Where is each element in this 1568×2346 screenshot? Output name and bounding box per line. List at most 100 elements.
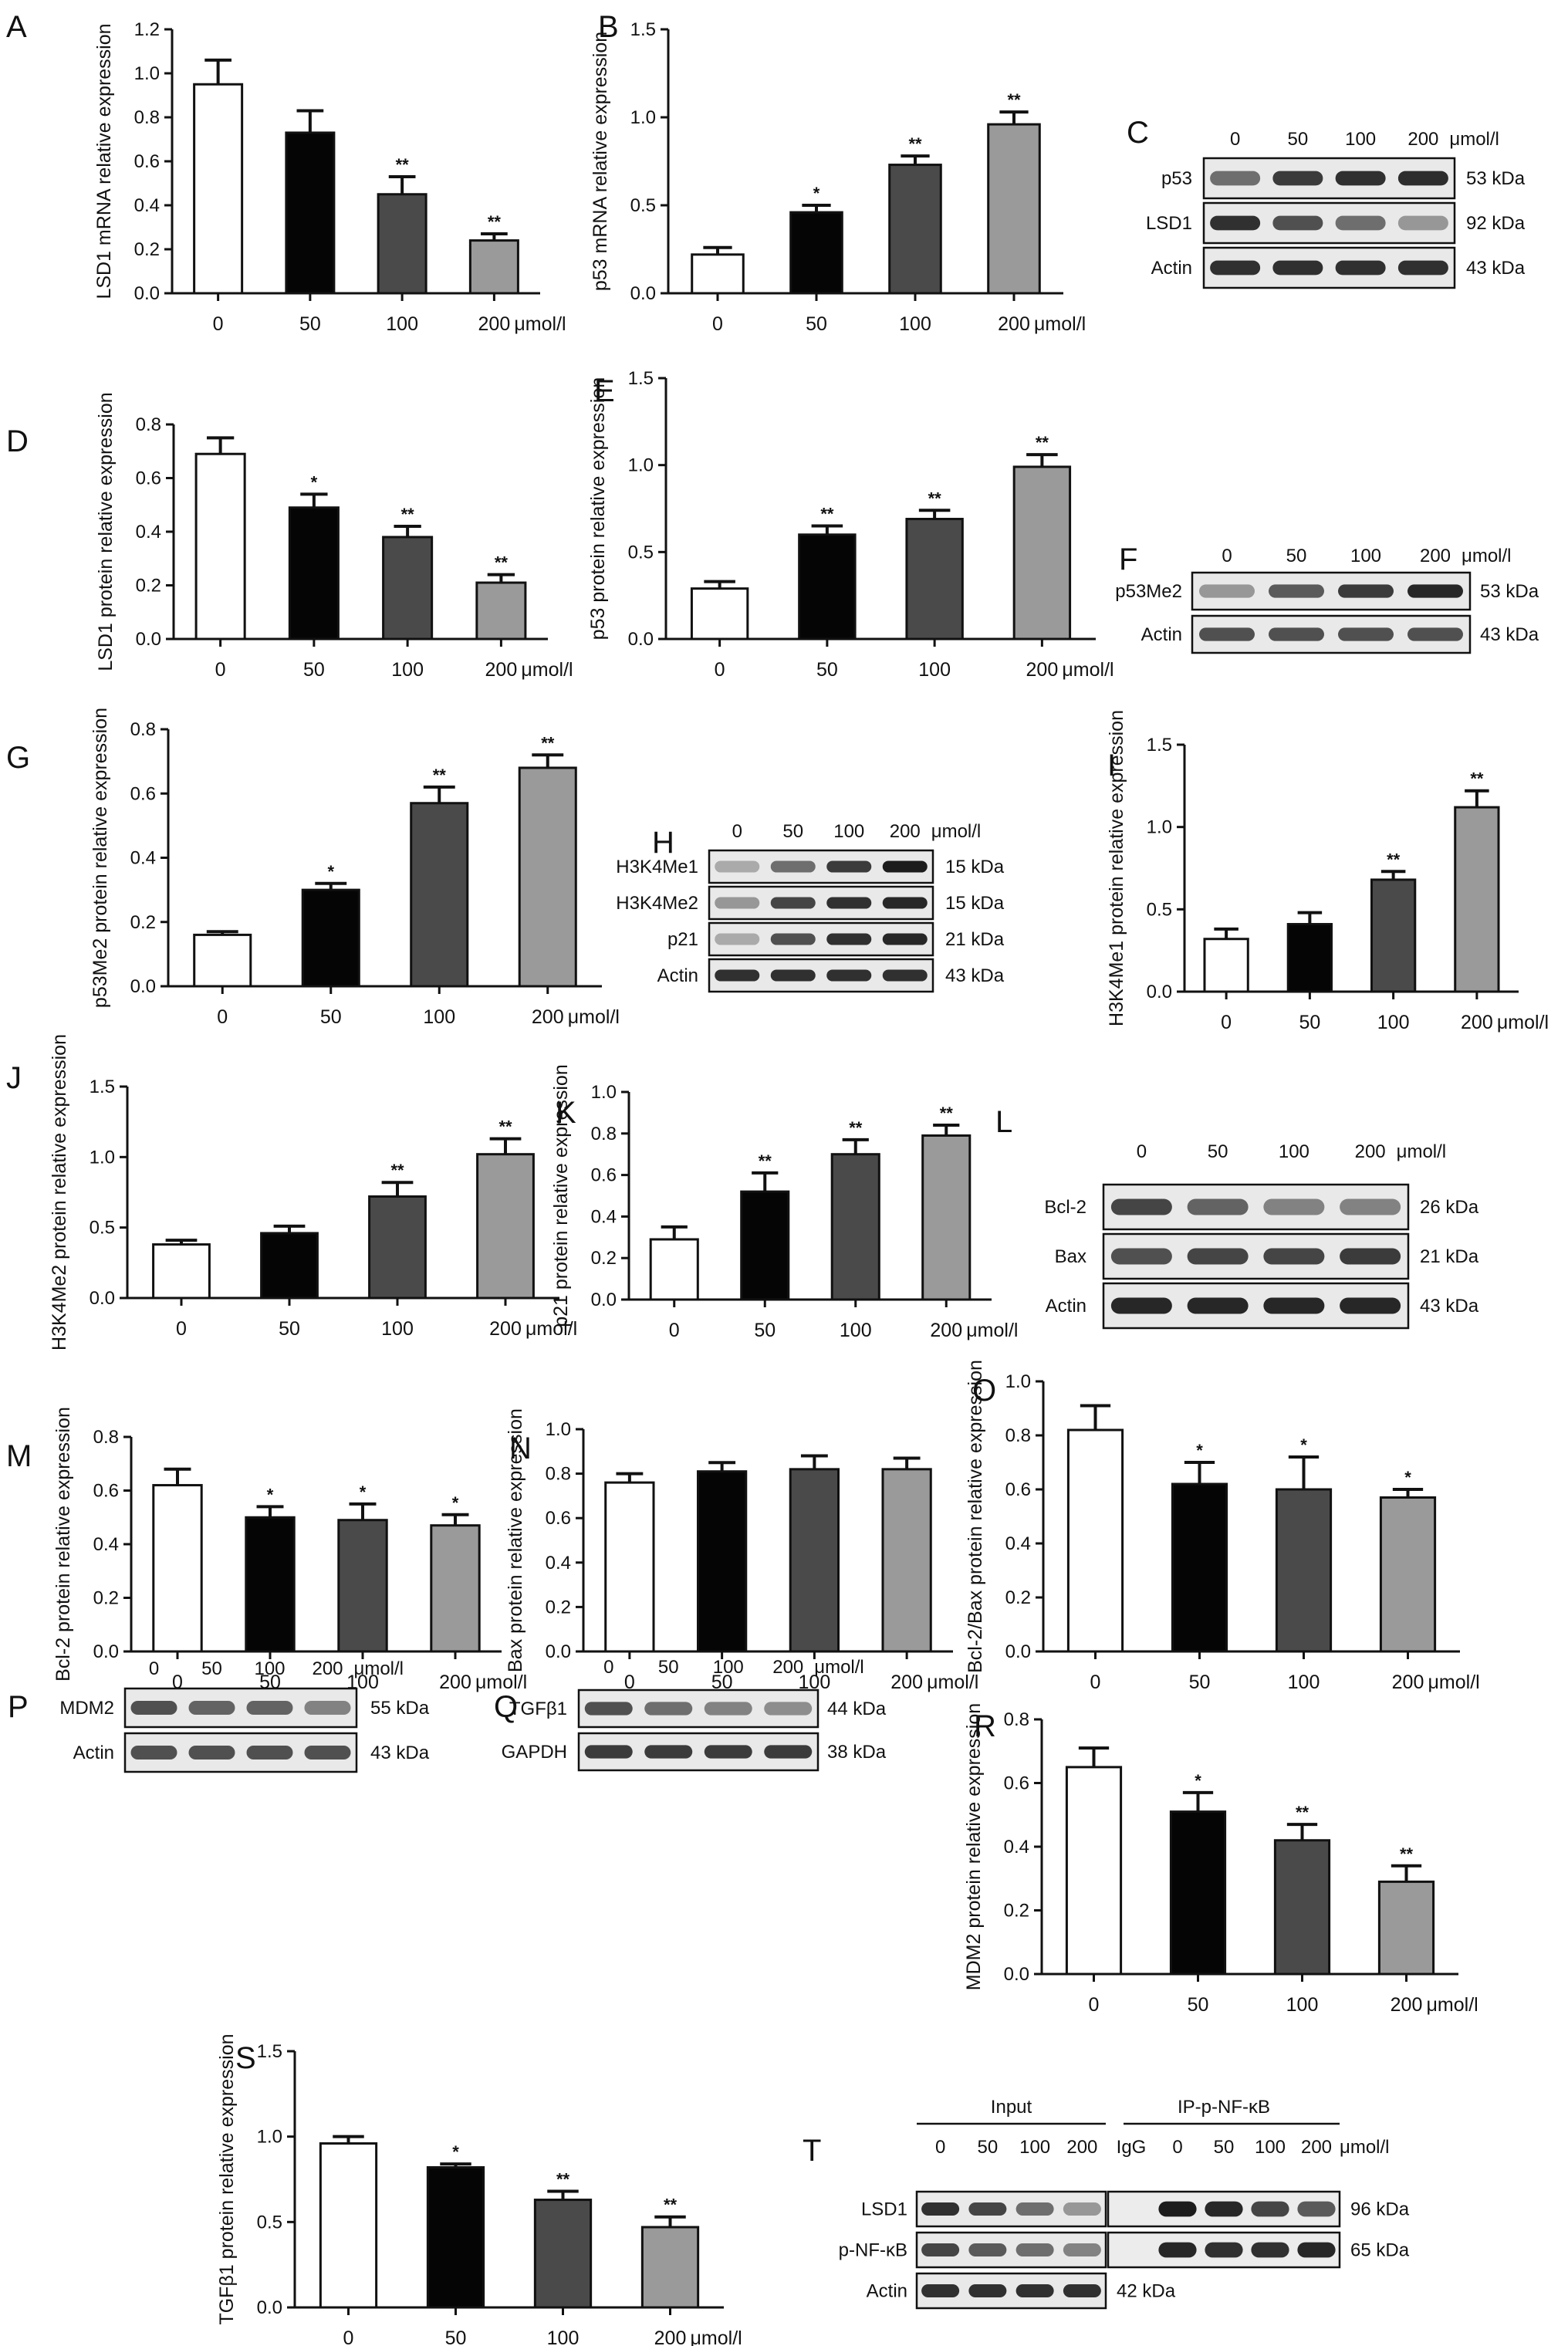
band [1210,260,1261,276]
y-tick-label: 1.0 [1147,817,1172,838]
unit-label: μmol/l [814,1657,864,1678]
panel-letter: G [6,741,30,775]
significance-label: * [327,862,334,881]
y-tick-label: 1.0 [546,1419,571,1440]
x-category-label: 0 [715,659,725,681]
bar [1370,878,1417,993]
y-tick-label: 0.5 [628,542,654,563]
y-axis-title: p21 protein relative expression [550,1064,572,1327]
band [764,1702,813,1716]
x-category-label: 50 [445,2327,467,2346]
bar [649,1238,699,1301]
bar [193,83,244,295]
band [1407,627,1463,641]
x-category-label: 50 [1188,1994,1209,2016]
y-tick-label: 0.6 [546,1508,571,1529]
bar [260,1232,319,1300]
kda-label: 21 kDa [945,929,1005,950]
y-axis-title: Bcl-2 protein relative expression [52,1407,74,1682]
lane-label: 200 [890,821,921,842]
band [304,1746,351,1760]
group-label-input: Input [991,2097,1032,2118]
row-label: p53Me2 [1115,581,1182,602]
y-tick-label: 1.2 [134,19,160,40]
y-tick-label: 0.8 [130,719,156,740]
lane-label: 50 [782,821,803,842]
lane-label: IgG [1117,2137,1147,2158]
band [1297,2201,1336,2217]
band [246,1746,293,1760]
chart-B: B 0.0 0.5 1.0 1.5 p53 mRNA relative expressio… [590,10,1086,335]
significance-label: ** [1007,90,1021,110]
row-label: LSD1 [861,2199,907,2220]
unit-label: μmol/l [1449,129,1499,150]
y-axis-title: TGFβ1 protein relative expression [216,2033,238,2324]
x-category-label: 200 [485,659,518,681]
band [1335,260,1386,276]
x-category-label: 50 [754,1320,776,1341]
significance-label: ** [498,1117,512,1137]
bar [285,131,336,295]
row-label: p-NF-κB [839,2240,907,2261]
x-category-label: 0 [1221,1012,1232,1033]
x-unit-label: μmol/l [1034,313,1086,335]
bar [987,123,1041,295]
y-tick-label: 0.6 [130,783,156,804]
y-tick-label: 0.2 [130,912,156,933]
row-label: LSD1 [1146,213,1192,234]
band [1263,1248,1325,1265]
band [1158,2242,1197,2258]
bar [301,888,360,988]
band [1015,2283,1054,2298]
panel-letter: Q [494,1690,518,1724]
band [1112,2202,1150,2217]
y-tick-label: 0.0 [1005,1641,1031,1662]
band [882,860,928,873]
y-tick-label: 0.2 [1005,1587,1031,1608]
significance-label: * [1196,1441,1203,1460]
bar [1065,1766,1123,1976]
kda-label: 43 kDa [1420,1296,1479,1317]
panel-letter: R [974,1709,996,1743]
bar [152,1484,203,1653]
band [826,897,872,909]
bar [337,1519,388,1653]
significance-label: * [1404,1468,1411,1487]
panel-letter: K [556,1096,576,1130]
band [968,2243,1007,2257]
y-tick-label: 1.5 [257,2041,282,2062]
y-axis-title: LSD1 protein relative expression [95,392,117,671]
significance-label: ** [928,488,942,508]
y-tick-label: 0.4 [591,1206,617,1227]
band [1158,2201,1197,2217]
band [304,1701,351,1715]
chart-D: D 0.0 0.2 0.4 0.6 0.8 LSD1 protein relative ex… [6,392,573,681]
chart-G: G 0.0 0.2 0.4 0.6 0.8 p53Me2 protein relative … [6,708,620,1028]
bar [1203,938,1249,993]
panel-letter: P [8,1690,29,1724]
lane-label: 200 [1407,129,1438,150]
y-tick-label: 0.0 [136,629,161,650]
significance-label: ** [1387,850,1401,869]
chart-O: O 0.0 0.2 0.4 0.6 0.8 1.0 Bcl-2/Bax protein rel… [965,1360,1480,1693]
band [1251,2201,1289,2217]
lane-label: 200 [772,1657,803,1678]
x-category-label: 0 [213,313,224,335]
y-tick-label: 0.2 [546,1597,571,1618]
lane-label: 100 [1019,2137,1050,2158]
bar [696,1470,748,1653]
lane-label: 50 [658,1657,679,1678]
band [826,933,872,945]
band [1015,2202,1054,2216]
bar [533,2199,593,2309]
panel-letter: M [6,1439,32,1473]
bar [1066,1428,1124,1653]
band [770,860,816,873]
bar [1379,1496,1437,1653]
bar [888,164,942,295]
x-category-label: 50 [1299,1012,1320,1033]
kda-label: 43 kDa [1466,258,1526,279]
lane-label: 0 [1137,1141,1147,1162]
bar [194,452,246,641]
